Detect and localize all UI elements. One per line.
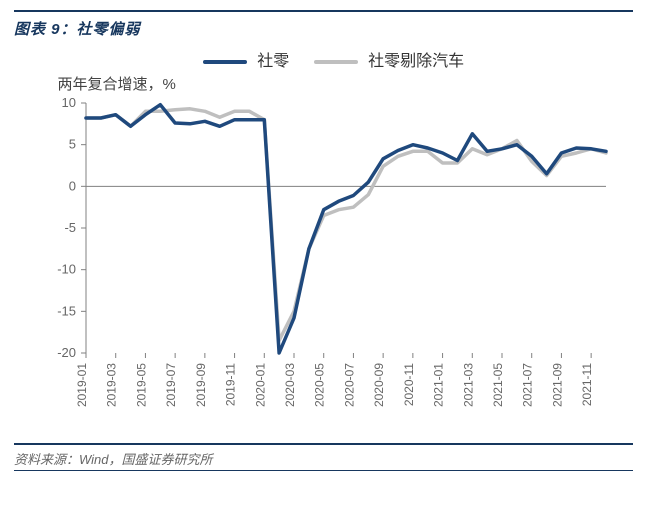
legend-swatch-1 — [203, 60, 247, 64]
svg-text:2019-03: 2019-03 — [104, 363, 118, 407]
legend-swatch-2 — [314, 60, 358, 64]
svg-text:2020-11: 2020-11 — [401, 363, 415, 406]
svg-text:-20: -20 — [57, 345, 76, 360]
bottom-rule-thin — [14, 470, 633, 471]
svg-text:2021-07: 2021-07 — [520, 363, 534, 407]
svg-text:2019-11: 2019-11 — [223, 363, 237, 406]
svg-text:10: 10 — [61, 95, 75, 110]
svg-text:2019-09: 2019-09 — [193, 363, 207, 407]
svg-text:2020-07: 2020-07 — [342, 363, 356, 407]
y-axis-title: 两年复合增速，% — [58, 73, 176, 94]
svg-text:2020-01: 2020-01 — [253, 363, 267, 407]
svg-text:2019-01: 2019-01 — [75, 363, 89, 407]
chart-area: 社零 社零剔除汽车 两年复合增速，% -20 -15 -10 -5 0 5 10 2019-0… — [24, 43, 624, 443]
svg-text:2021-09: 2021-09 — [550, 363, 564, 407]
legend-label-1: 社零 — [257, 53, 289, 70]
chart-title: 图表 9：社零偏弱 — [14, 18, 633, 39]
svg-text:2021-05: 2021-05 — [491, 363, 505, 407]
svg-text:2021-03: 2021-03 — [461, 363, 475, 407]
figure-wrap: 图表 9：社零偏弱 社零 社零剔除汽车 两年复合增速，% -20 -15 -10 -5… — [0, 0, 647, 516]
svg-text:-5: -5 — [64, 220, 76, 235]
svg-text:2021-01: 2021-01 — [431, 363, 445, 407]
source-text: 资料来源：Wind，国盛证券研究所 — [14, 449, 633, 468]
bottom-rule — [14, 443, 633, 445]
svg-text:2019-07: 2019-07 — [164, 363, 178, 407]
top-rule — [14, 10, 633, 12]
svg-text:2020-05: 2020-05 — [312, 363, 326, 407]
svg-text:2021-11: 2021-11 — [580, 363, 594, 406]
svg-text:0: 0 — [68, 178, 75, 193]
svg-text:5: 5 — [68, 137, 75, 152]
legend-label-2: 社零剔除汽车 — [368, 53, 464, 70]
svg-text:-15: -15 — [57, 303, 76, 318]
svg-text:2019-05: 2019-05 — [134, 363, 148, 407]
svg-text:2020-09: 2020-09 — [372, 363, 386, 407]
svg-text:-10: -10 — [57, 262, 76, 277]
legend: 社零 社零剔除汽车 — [24, 47, 624, 71]
svg-text:2020-03: 2020-03 — [283, 363, 297, 407]
line-chart: -20 -15 -10 -5 0 5 10 2019-01 2019-03 2019-05 2019… — [24, 43, 624, 443]
